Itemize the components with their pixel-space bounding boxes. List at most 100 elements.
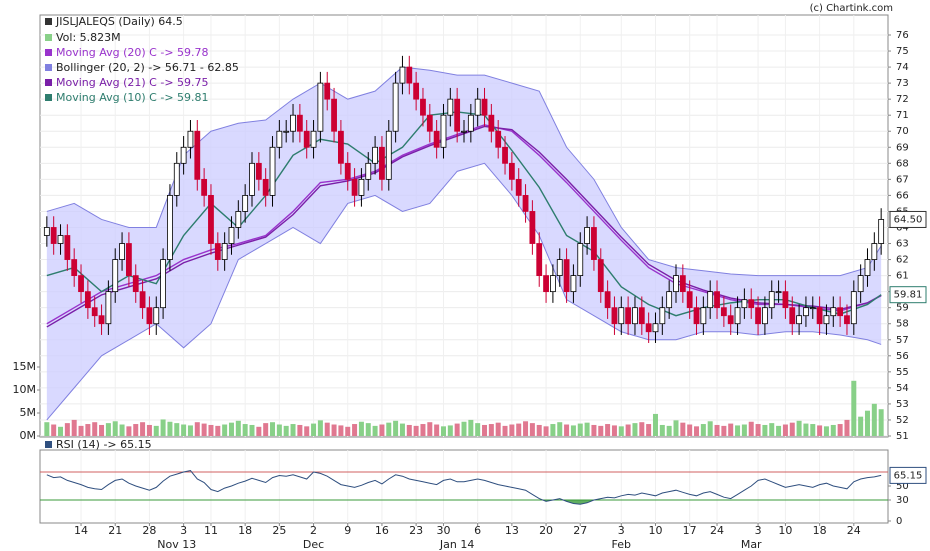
y-tick-label: 53 xyxy=(896,399,909,410)
candle-body xyxy=(447,98,454,116)
volume-bar xyxy=(440,426,446,436)
candle-body xyxy=(338,130,344,164)
candle-body xyxy=(857,275,864,293)
volume-bar xyxy=(646,424,652,436)
volume-bar xyxy=(119,424,125,436)
volume-bar xyxy=(174,423,180,436)
volume-tick-label: 5M xyxy=(20,406,37,419)
candle-body xyxy=(317,82,324,132)
x-tick-label: 30 xyxy=(436,524,450,537)
volume-bar xyxy=(379,424,385,436)
volume-bar xyxy=(64,423,70,436)
candle-body xyxy=(98,315,105,325)
candle-body xyxy=(618,307,625,325)
candle-body xyxy=(303,130,310,148)
candle-body xyxy=(727,315,734,325)
candle-body xyxy=(816,307,823,325)
volume-bar xyxy=(146,424,152,436)
legend-entry: JISLJALEQS (Daily) 64.5 xyxy=(55,15,183,28)
volume-bar xyxy=(99,424,105,436)
candle-body xyxy=(864,259,871,276)
y-tick-label: 54 xyxy=(896,383,909,394)
candle-body xyxy=(844,315,850,325)
volume-bar xyxy=(611,425,617,436)
volume-bar xyxy=(454,423,460,436)
x-tick-label: 25 xyxy=(272,524,286,537)
volume-bar xyxy=(659,424,665,436)
legend-entry: Moving Avg (20) C -> 59.78 xyxy=(56,46,209,59)
volume-bar xyxy=(823,426,829,436)
volume-bar xyxy=(502,425,508,436)
candle-body xyxy=(91,307,98,317)
candle-body xyxy=(119,243,125,260)
candle-body xyxy=(830,307,837,317)
candle-body xyxy=(645,323,652,333)
candle-body xyxy=(167,194,173,260)
volume-bar xyxy=(447,425,453,436)
month-label: Dec xyxy=(303,538,324,551)
volume-bar xyxy=(228,422,234,436)
legend-entry: Vol: 5.823M xyxy=(56,31,121,44)
volume-layer xyxy=(44,380,884,436)
candle-body xyxy=(481,98,488,116)
legend-swatch xyxy=(45,34,52,41)
volume-bar xyxy=(331,424,337,436)
x-tick-label: 18 xyxy=(813,524,827,537)
y-tick-label: 57 xyxy=(896,335,909,346)
last-price-tag-box xyxy=(889,210,927,228)
y-tick-label: 59 xyxy=(896,303,909,314)
candle-body xyxy=(693,307,700,325)
legend-entry: Bollinger (20, 2) -> 56.71 - 62.85 xyxy=(56,61,239,74)
candle-body xyxy=(296,114,303,132)
volume-bar xyxy=(208,424,214,436)
y-tick-label: 62 xyxy=(896,255,909,266)
volume-bar xyxy=(776,425,782,436)
volume-bar xyxy=(878,409,884,436)
x-tick-label: 10 xyxy=(778,524,792,537)
candle-body xyxy=(392,82,399,132)
volume-bar xyxy=(639,422,645,436)
x-tick-label: 28 xyxy=(142,524,156,537)
volume-bar xyxy=(769,423,775,436)
candle-body xyxy=(406,66,413,84)
volume-bar xyxy=(598,425,604,436)
candle-body xyxy=(467,114,474,132)
candle-body xyxy=(577,243,584,277)
label-layer: 5152535455565758596061626364656667686970… xyxy=(13,30,927,551)
legend-swatch xyxy=(45,441,52,448)
volume-bar xyxy=(871,403,877,436)
x-tick-label: 11 xyxy=(204,524,218,537)
candle-body xyxy=(563,259,570,293)
volume-bar xyxy=(263,423,269,436)
rsi-tag: 65.15 xyxy=(894,470,923,481)
rsi-tick-label: 0 xyxy=(896,516,902,527)
month-label: Mar xyxy=(741,538,762,551)
y-tick-label: 73 xyxy=(896,78,909,89)
candle-body xyxy=(283,130,290,133)
y-tick-label: 76 xyxy=(896,30,909,41)
volume-bar xyxy=(324,422,330,436)
volume-bar xyxy=(153,425,159,436)
volume-bar xyxy=(618,426,624,436)
y-tick-label: 72 xyxy=(896,94,909,105)
candle-body xyxy=(379,146,385,180)
candle-body xyxy=(823,315,830,325)
legend-entry: RSI (14) -> 65.15 xyxy=(56,438,152,451)
volume-bar xyxy=(700,424,706,436)
candle-body xyxy=(276,130,283,148)
volume-bar xyxy=(810,424,816,436)
volume-bar xyxy=(311,423,317,436)
legend-swatch xyxy=(45,79,52,86)
volume-bar xyxy=(543,426,549,436)
candle-body xyxy=(775,291,782,294)
candle-body xyxy=(611,307,618,325)
candle-body xyxy=(64,235,71,260)
x-tick-label: 24 xyxy=(710,524,724,537)
volume-bar xyxy=(140,422,146,436)
volume-bar xyxy=(687,424,693,436)
volume-bar xyxy=(317,420,323,436)
volume-bar xyxy=(304,426,310,436)
y-tick-label: 69 xyxy=(896,142,909,153)
candle-body xyxy=(126,243,132,277)
candle-body xyxy=(228,227,235,244)
